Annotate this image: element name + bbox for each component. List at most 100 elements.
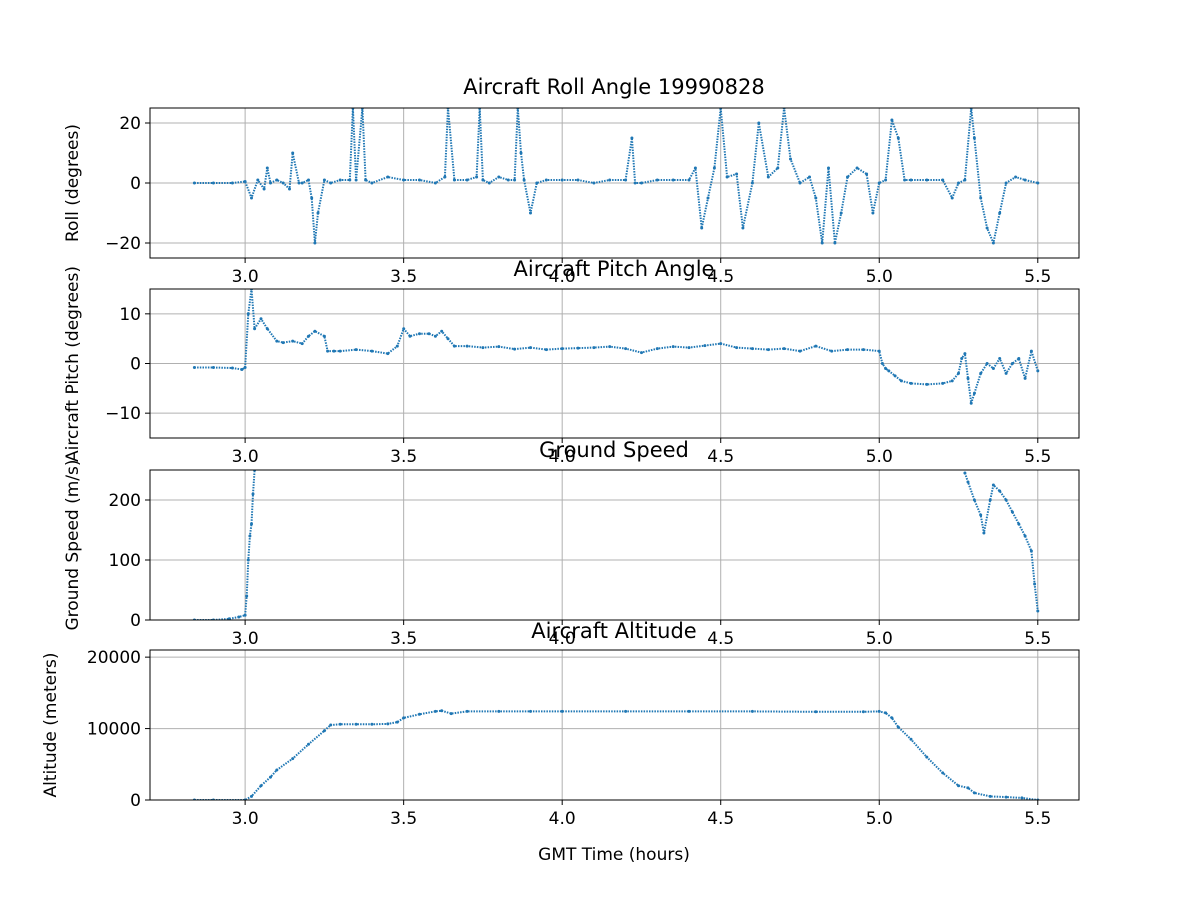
roll-point-0-93 (950, 196, 954, 200)
pitch-point-0-55 (830, 349, 834, 353)
roll-point-0-30 (418, 178, 421, 182)
roll-point-0-36 (475, 175, 479, 179)
ground-speed-point-1-6 (991, 483, 995, 487)
ground-speed-point-1-10 (1017, 522, 1021, 526)
roll-point-0-28 (386, 175, 390, 179)
pitch-point-0-33 (481, 346, 485, 350)
altitude-point-0-38 (966, 786, 970, 790)
altitude-point-0-6 (275, 768, 279, 772)
roll-ylabel: Roll (degrees) (63, 124, 83, 242)
pitch-point-0-72 (969, 401, 973, 405)
roll-point-0-85 (877, 181, 881, 185)
roll-point-0-8 (269, 181, 272, 185)
roll-point-0-62 (706, 196, 710, 200)
ground-speed-point-0-7 (248, 534, 252, 538)
pitch-point-0-21 (370, 349, 374, 353)
roll-point-0-41 (506, 178, 510, 182)
pitch-point-0-69 (960, 357, 964, 360)
ground-speed-title: Ground Speed (539, 438, 689, 462)
altitude-point-0-27 (750, 709, 754, 713)
altitude-point-0-22 (497, 709, 501, 713)
pitch-point-0-0 (192, 366, 196, 369)
altitude-point-0-5 (269, 775, 272, 779)
pitch-point-0-27 (427, 332, 431, 336)
pitch-point-0-30 (446, 337, 450, 341)
ground-speed-point-1-8 (1004, 498, 1008, 502)
altitude-xtick-label-3: 4.5 (707, 809, 734, 829)
ground-speed-point-0-9 (251, 492, 255, 496)
pitch-point-0-38 (560, 347, 564, 351)
roll-point-0-75 (808, 175, 811, 179)
pitch-point-0-32 (465, 344, 469, 348)
pitch-point-0-60 (884, 367, 888, 370)
pitch-point-0-4 (243, 366, 247, 369)
roll-point-0-3 (243, 180, 247, 183)
altitude-point-0-12 (354, 722, 358, 726)
roll-point-0-102 (1004, 181, 1008, 185)
pitch-point-0-34 (497, 345, 501, 349)
ground-speed-xtick-label-5: 5.5 (1024, 629, 1051, 649)
roll-point-0-15 (307, 178, 310, 182)
pitch-point-0-46 (687, 346, 691, 350)
altitude-plot-area: 3.0 3.5 4.0 4.5 5.0 5.5 20000 10000 0 (87, 648, 1080, 829)
altitude-point-0-8 (307, 742, 310, 746)
altitude-point-0-11 (338, 722, 342, 726)
pitch-point-0-75 (985, 362, 989, 365)
roll-point-0-17 (313, 241, 317, 245)
roll-point-0-6 (262, 187, 266, 191)
pitch-point-0-3 (240, 368, 244, 371)
pitch-point-0-67 (950, 379, 954, 383)
altitude-xlabel: GMT Time (hours) (538, 845, 690, 865)
pitch-point-0-48 (719, 342, 723, 346)
altitude-point-0-14 (386, 722, 390, 726)
roll-point-0-95 (963, 178, 967, 182)
pitch-point-0-40 (592, 346, 596, 350)
altitude-point-0-37 (957, 784, 960, 788)
roll-point-0-52 (608, 178, 612, 182)
pitch-point-0-9 (265, 327, 269, 331)
pitch-point-0-74 (979, 371, 983, 375)
ground-speed-xtick-label-3: 4.5 (707, 629, 734, 649)
altitude-point-0-35 (925, 755, 929, 759)
altitude-xtick-label-2: 4.0 (549, 809, 576, 829)
pitch-point-0-28 (433, 334, 437, 338)
ground-speed-point-1-14 (1036, 609, 1040, 613)
altitude-ytick-label-0: 20000 (87, 648, 141, 668)
roll-point-0-44 (519, 151, 523, 155)
altitude-xtick-label-4: 5.0 (866, 809, 893, 829)
pitch-point-0-17 (326, 349, 330, 353)
roll-point-0-90 (909, 178, 913, 182)
pitch-xtick-label-1: 3.5 (390, 447, 417, 467)
ground-speed-xtick-label-4: 5.0 (866, 629, 893, 649)
pitch-point-0-61 (887, 369, 891, 373)
pitch-point-0-76 (991, 367, 995, 370)
altitude-point-0-10 (329, 723, 333, 727)
altitude-point-0-40 (988, 794, 992, 798)
roll-point-0-67 (741, 226, 745, 230)
ground-speed-point-0-3 (237, 615, 241, 619)
altitude-point-0-24 (560, 709, 564, 713)
pitch-point-0-63 (899, 379, 903, 383)
roll-point-0-46 (529, 211, 532, 215)
roll-point-0-77 (820, 241, 824, 245)
pitch-point-0-15 (313, 329, 317, 333)
roll-point-0-97 (972, 136, 976, 140)
pitch-point-0-23 (395, 344, 399, 348)
roll-point-0-2 (230, 181, 234, 185)
ground-speed-ytick-label-1: 100 (109, 551, 141, 571)
ground-speed-axes-frame (149, 469, 1080, 621)
pitch-point-0-14 (307, 334, 310, 338)
ground-speed-point-0-5 (245, 594, 249, 598)
roll-title: Aircraft Roll Angle 19990828 (463, 75, 765, 99)
ground-speed-ytick-label-0: 200 (109, 491, 141, 511)
pitch-point-0-12 (291, 339, 295, 343)
pitch-point-0-35 (513, 347, 517, 351)
roll-point-0-79 (833, 241, 837, 245)
roll-point-0-63 (712, 166, 716, 170)
roll-point-0-99 (985, 226, 989, 230)
altitude-point-0-9 (322, 729, 326, 733)
panel-pitch: 3.0 3.5 4.0 4.5 5.0 5.5 10 0 −10 Aircraft Pitch … (63, 257, 1080, 467)
roll-ytick-label-1: 0 (130, 174, 141, 194)
roll-point-0-94 (957, 181, 960, 185)
roll-point-0-32 (443, 175, 447, 179)
